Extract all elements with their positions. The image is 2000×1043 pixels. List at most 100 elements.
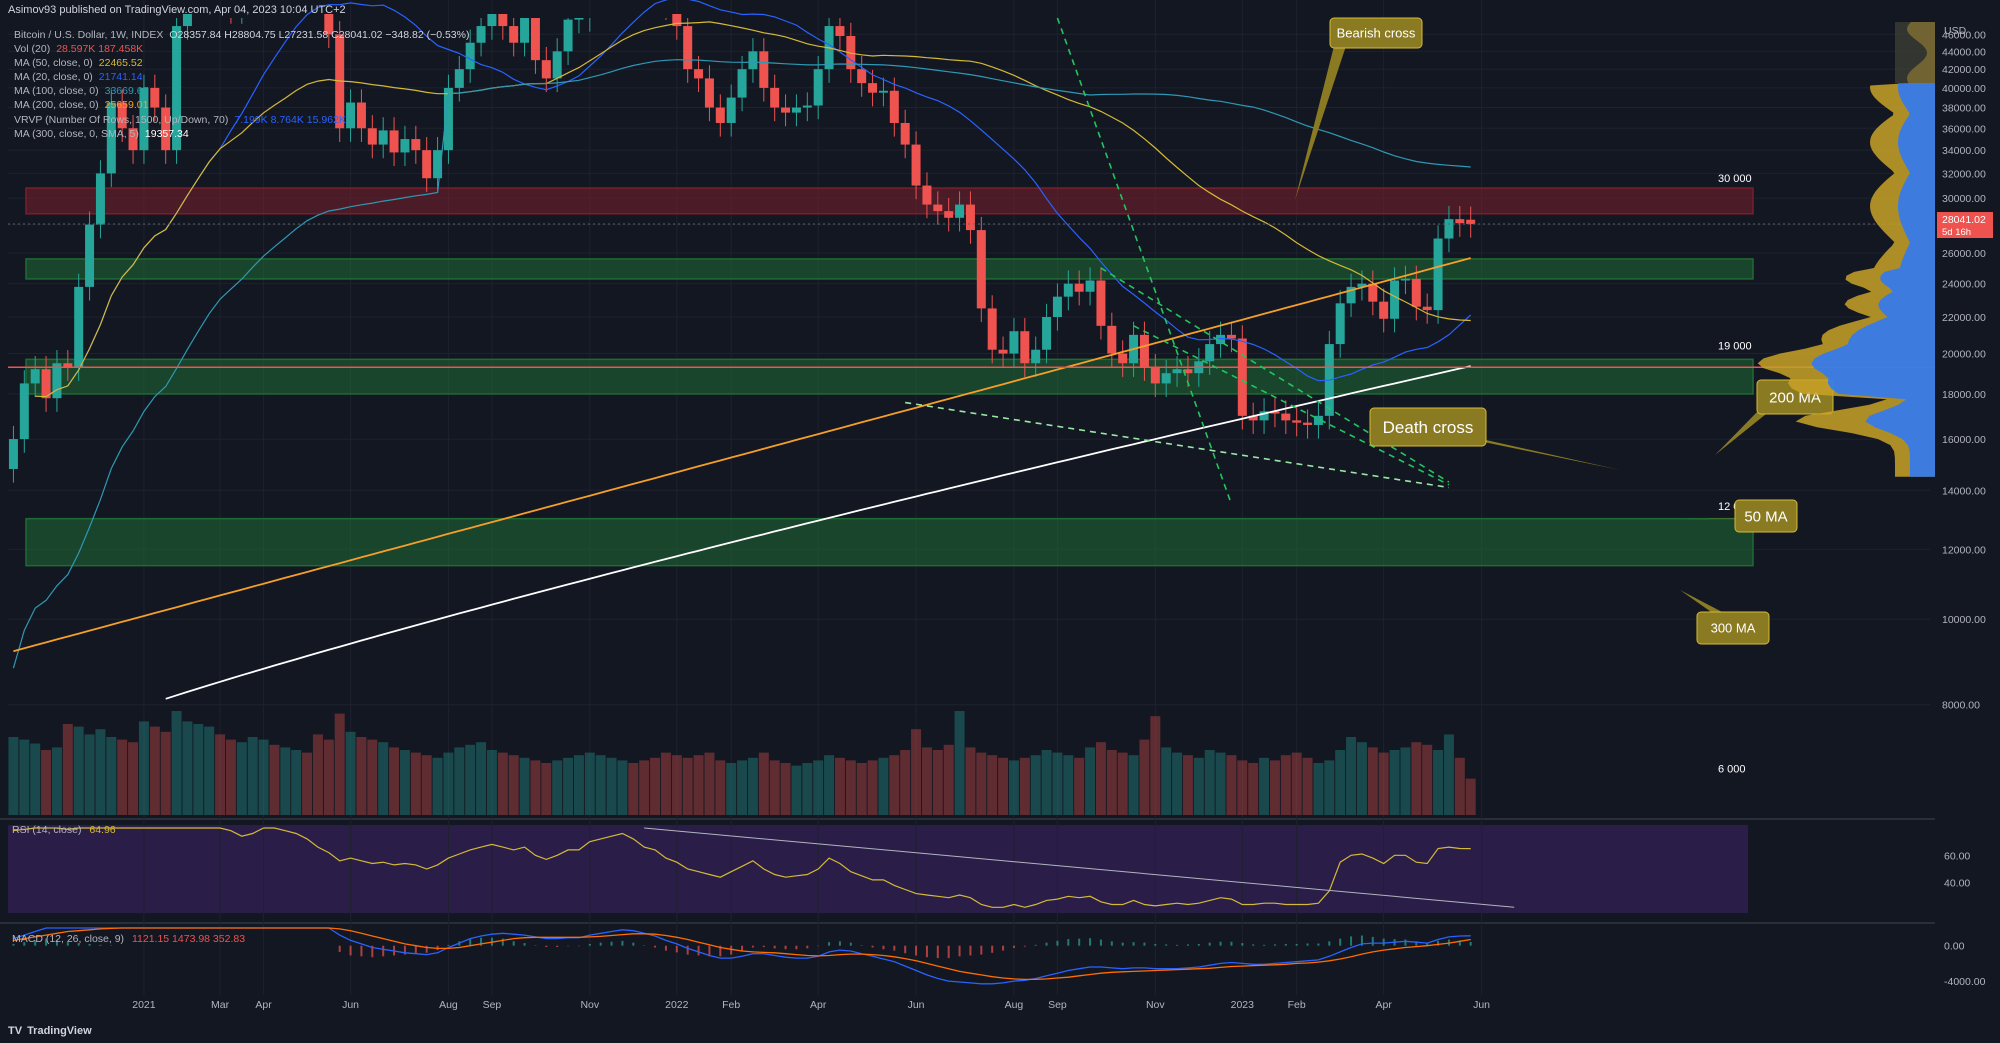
volume-bar <box>813 760 824 815</box>
volume-bar <box>1313 763 1324 815</box>
macd-histogram-bar <box>480 937 483 946</box>
legend-row[interactable]: MA (50, close, 0) 22465.52 <box>14 56 469 70</box>
price-axis: 8000.00 10000.00 12000.00 14000.00 16000.00 1… <box>1935 0 2000 1043</box>
legend-row[interactable]: MA (20, close, 0) 21741.14 <box>14 70 469 84</box>
volume-bar <box>1422 744 1433 815</box>
volume-bar <box>1052 752 1063 815</box>
volume-bar <box>1454 757 1465 815</box>
macd-histogram-bar <box>621 940 624 946</box>
macd-histogram-bar <box>730 945 733 955</box>
legend-value: 7.199K 8.764K 15.962K <box>234 113 346 126</box>
candle <box>1292 420 1302 423</box>
candle <box>465 42 475 70</box>
volume-bar <box>1465 778 1476 815</box>
volume-bar <box>1161 747 1172 815</box>
volume-bar <box>650 757 661 815</box>
legend-row[interactable]: Bitcoin / U.S. Dollar, 1W, INDEX O28357.8… <box>14 28 469 42</box>
volume-bar <box>693 755 704 815</box>
volume-bar <box>1106 750 1117 815</box>
legend-row[interactable]: MA (200, close, 0) 25659.01 <box>14 98 469 112</box>
macd-histogram-bar <box>882 945 885 950</box>
macd-histogram-bar <box>1056 940 1059 946</box>
legend-label: Vol (20) <box>14 43 51 56</box>
candle <box>1411 278 1421 307</box>
macd-histogram-bar <box>1273 944 1276 946</box>
candle <box>1270 411 1280 414</box>
macd-histogram-bar <box>1230 941 1233 946</box>
volume-bar <box>1411 742 1422 815</box>
volume-bar <box>312 734 323 815</box>
tradingview-brand[interactable]: TV TradingView <box>8 1025 92 1037</box>
candle <box>1172 369 1182 374</box>
candles <box>8 14 1476 483</box>
callout-box <box>1369 407 1487 447</box>
volume-bars <box>8 711 1476 815</box>
volume-bar <box>704 752 715 815</box>
rsi-trendline <box>644 827 1515 908</box>
macd-histogram-bar <box>1208 942 1211 946</box>
candle <box>1455 219 1465 224</box>
time-tick-label: Sep <box>1048 999 1067 1011</box>
candle <box>433 150 443 179</box>
volume-bar <box>1400 747 1411 815</box>
callout-pointer <box>1715 410 1771 455</box>
price-tag-countdown: 5d 16h <box>1942 227 1971 238</box>
candle <box>976 230 986 309</box>
candle <box>1009 331 1019 354</box>
time-tick-label: 2023 <box>1231 999 1255 1011</box>
volume-bar <box>128 742 139 815</box>
volume-bar <box>900 750 911 815</box>
candle <box>324 14 334 35</box>
macd-histogram-bar <box>1165 944 1168 946</box>
volume-bar <box>1433 750 1444 815</box>
ma300-line <box>165 365 1471 700</box>
volume-bar <box>1030 755 1041 815</box>
volume-bar <box>998 757 1009 815</box>
volume-bar <box>421 755 432 815</box>
candle <box>454 69 464 88</box>
candle <box>1357 283 1367 287</box>
candle <box>672 14 682 27</box>
candle <box>422 150 432 179</box>
legend-row[interactable]: VRVP (Number Of Rows, 1500, Up/Down, 70)… <box>14 113 469 127</box>
candle <box>868 83 878 93</box>
price-tick-label: 10000.00 <box>1942 614 1986 626</box>
legend-value: 19357.34 <box>144 127 189 140</box>
macd-histogram-bar <box>795 945 798 950</box>
macd-histogram-bar <box>762 945 765 948</box>
macd-legend: MACD (12, 26, close, 9) 1121.15 1473.98 … <box>12 933 245 945</box>
price-tick-label: 36000.00 <box>1942 123 1986 135</box>
macd-histogram-bar <box>360 945 363 957</box>
volume-bar <box>367 739 378 815</box>
macd-histogram-bar <box>893 945 896 951</box>
legend-label: Bitcoin / U.S. Dollar, 1W, INDEX <box>14 29 164 41</box>
macd-histogram-bar <box>523 943 526 946</box>
volume-bar <box>106 737 117 815</box>
price-tick-label: 8000.00 <box>1942 700 1980 712</box>
volume-bar <box>215 734 226 815</box>
candle <box>1226 334 1236 339</box>
volume-bar <box>291 750 302 815</box>
macd-histogram-bar <box>719 945 722 957</box>
legend-row[interactable]: MA (100, close, 0) 33669.67 <box>14 84 469 98</box>
volume-bar <box>454 747 465 815</box>
macd-histogram-bar <box>77 943 80 946</box>
zone-green <box>25 517 1754 567</box>
time-tick-label: 2022 <box>665 999 689 1011</box>
legend-row[interactable]: Vol (20) 28.597K 187.458K <box>14 42 469 56</box>
candle <box>182 14 192 27</box>
legend-label: MA (20, close, 0) <box>14 71 93 84</box>
macd-histogram-bar <box>686 945 689 955</box>
volume-bar <box>1389 750 1400 815</box>
candle <box>150 87 160 108</box>
trendline <box>1056 17 1233 505</box>
legend-row[interactable]: MA (300, close, 0, SMA, 5) 19357.34 <box>14 127 469 141</box>
time-tick-label: Apr <box>810 999 827 1011</box>
volume-bar <box>617 760 628 815</box>
rsi-label: RSI (14, close) <box>12 824 82 836</box>
candle <box>1150 367 1160 384</box>
macd-histogram-bar <box>675 945 678 953</box>
candle <box>835 26 845 36</box>
macd-histogram-bar <box>610 941 613 946</box>
